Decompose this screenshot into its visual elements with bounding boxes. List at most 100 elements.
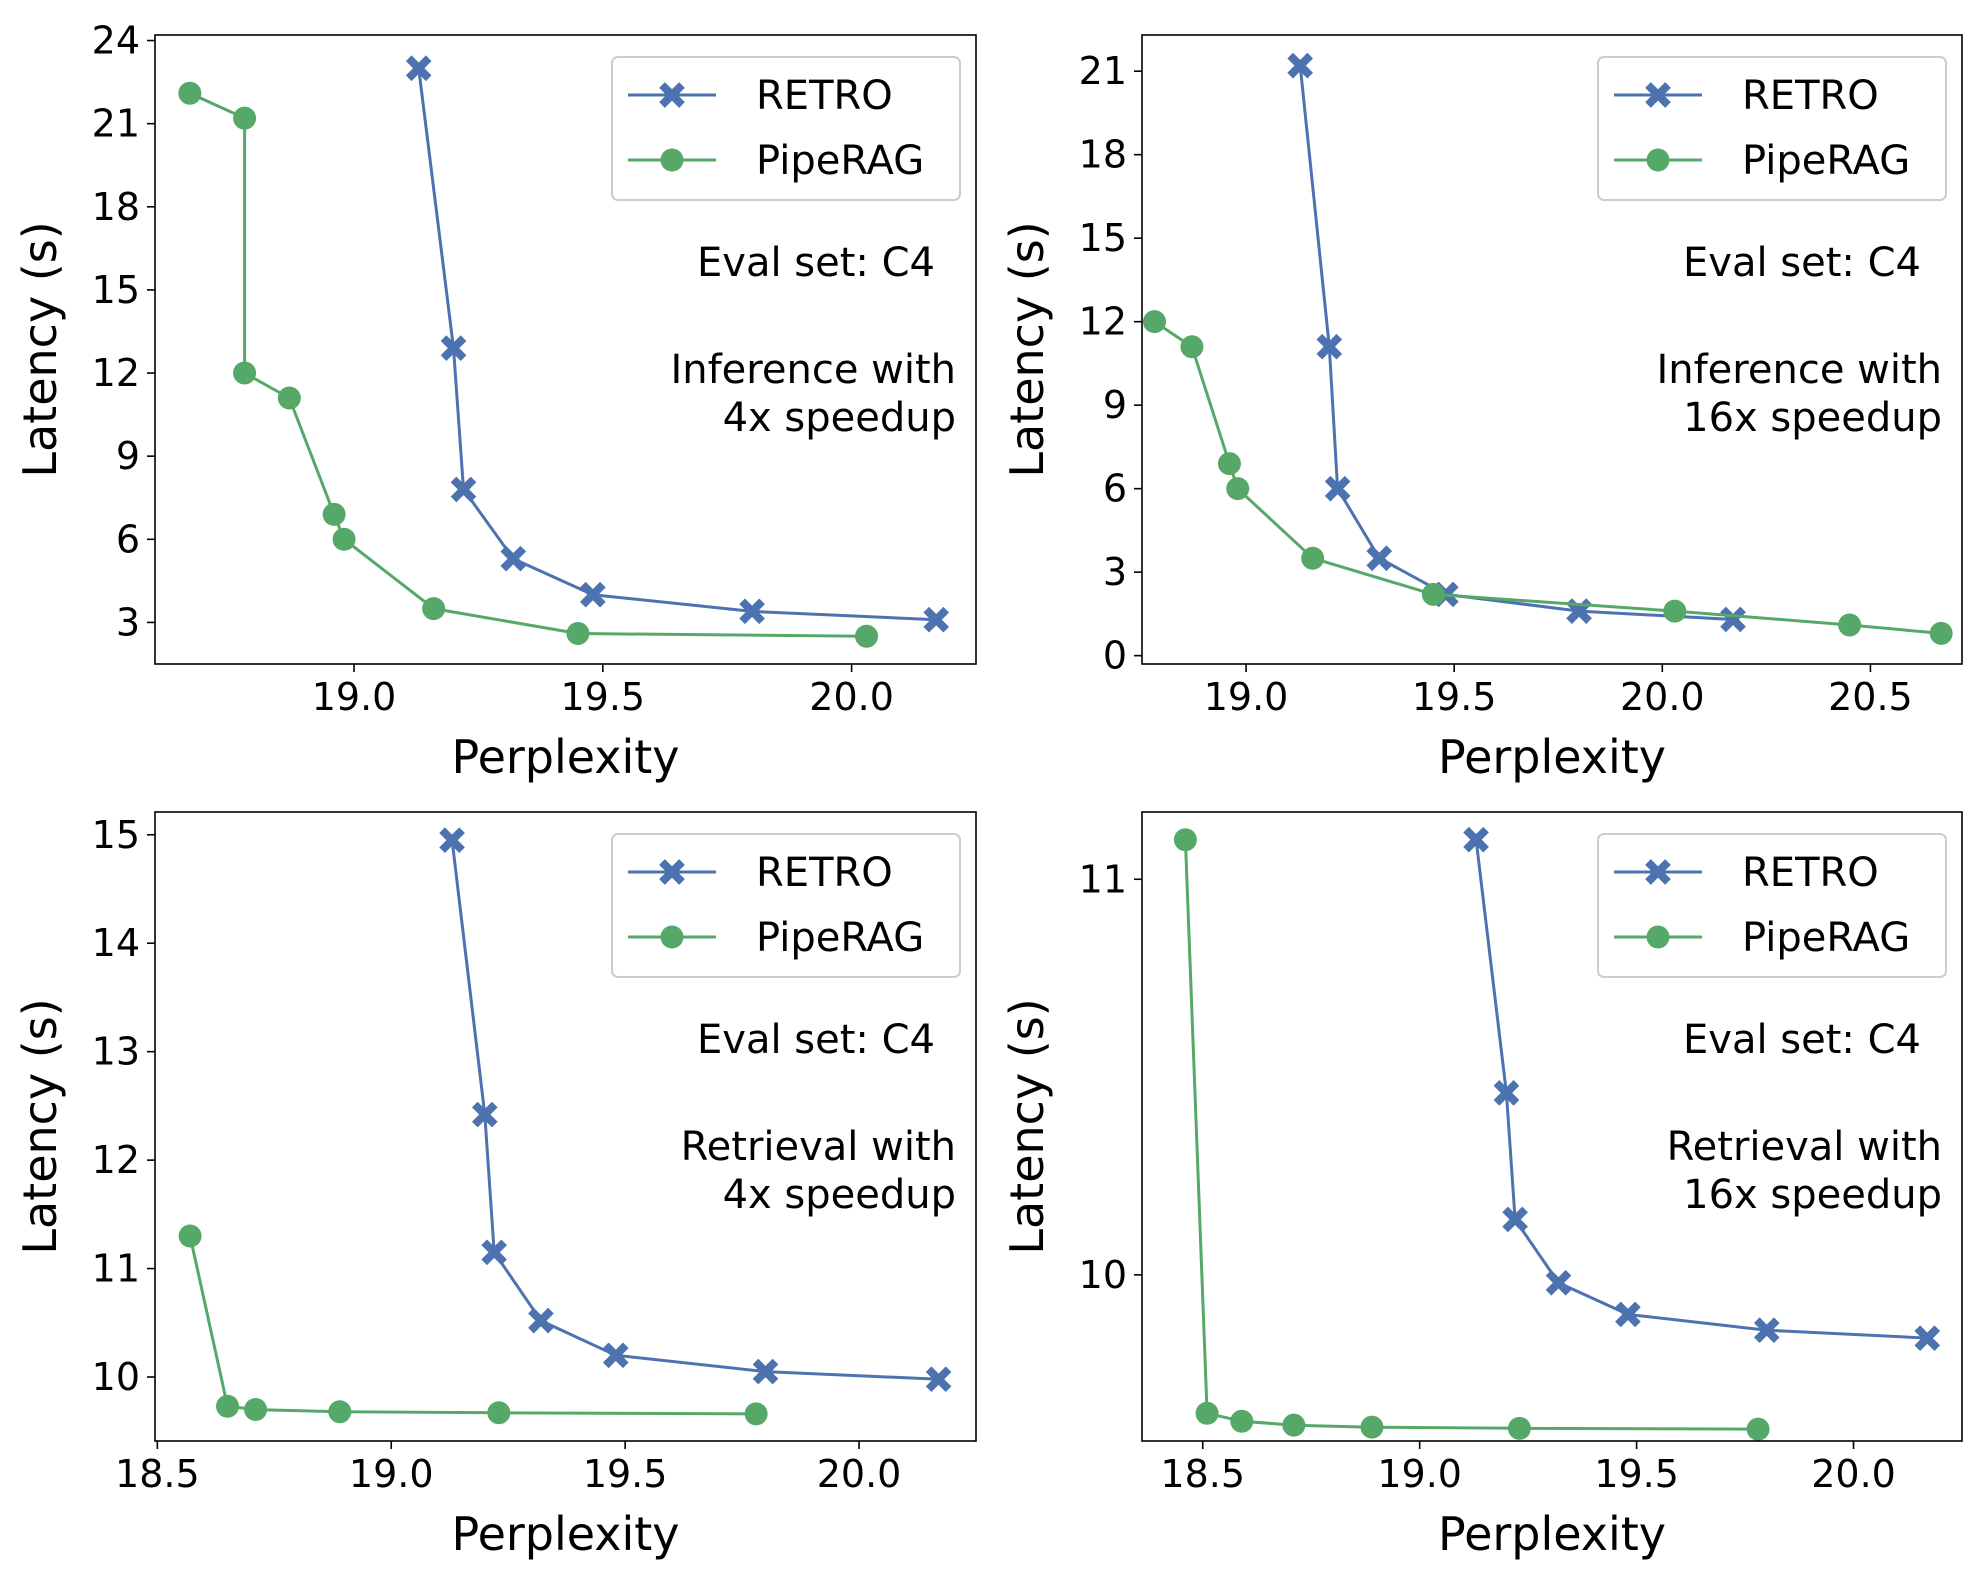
x-tick-label: 20.0 (809, 675, 894, 719)
legend-box (611, 833, 961, 978)
x-tick-label: 19.5 (583, 1452, 668, 1496)
data-point-retro (1366, 545, 1393, 572)
data-point-retro (580, 581, 606, 608)
legend-marker-piperag (1646, 148, 1670, 172)
x-tick-label: 20.0 (1811, 1452, 1896, 1496)
data-point-retro (1316, 333, 1343, 360)
annotation-line-1: Retrieval with (1667, 1124, 1942, 1170)
data-point-piperag (422, 597, 446, 621)
data-point-retro (1502, 1206, 1528, 1233)
annotation-eval-set: Eval set: C4 (1683, 1017, 1921, 1063)
data-point-piperag (1838, 613, 1862, 637)
legend-label-piperag: PipeRAG (1742, 915, 1910, 961)
y-tick-label: 24 (92, 19, 140, 63)
annotation-line-1: Inference with (670, 347, 956, 393)
data-point-retro (1615, 1301, 1641, 1328)
legend-label-retro: RETRO (1742, 73, 1879, 119)
legend-box (1597, 56, 1947, 201)
y-tick-label: 15 (1079, 216, 1127, 260)
data-point-piperag (1195, 1401, 1219, 1425)
y-tick-label: 14 (92, 921, 140, 965)
data-point-retro (471, 1101, 498, 1128)
data-point-piperag (233, 361, 257, 385)
legend-marker-retro (659, 859, 685, 885)
data-point-piperag (487, 1401, 511, 1425)
data-point-piperag (1282, 1413, 1306, 1437)
x-axis-label: Perplexity (1438, 1507, 1666, 1561)
y-axis-label: Latency (s) (1000, 998, 1054, 1254)
y-tick-label: 15 (92, 813, 140, 857)
y-tick-label: 6 (116, 517, 140, 561)
legend-label-retro: RETRO (756, 73, 893, 119)
x-tick-label: 19.0 (349, 1452, 434, 1496)
data-point-retro (1463, 826, 1489, 853)
data-point-piperag (1360, 1415, 1384, 1439)
y-tick-label: 18 (1079, 133, 1127, 177)
legend: RETRO PipeRAG (1597, 56, 1947, 201)
data-point-piperag (1226, 477, 1250, 501)
annotation-line-1: Inference with (1656, 347, 1942, 393)
data-point-piperag (855, 624, 879, 648)
data-point-piperag (1746, 1417, 1770, 1441)
data-point-piperag (1230, 1409, 1254, 1433)
data-point-retro (923, 606, 950, 633)
legend-label-retro: RETRO (1742, 850, 1879, 896)
legend: RETRO PipeRAG (611, 56, 961, 201)
y-tick-label: 10 (92, 1355, 140, 1399)
y-axis-label: Latency (s) (13, 221, 67, 477)
annotation-eval-set: Eval set: C4 (697, 240, 935, 286)
chart-panel-2: 19.0 19.5 20.0 20.5 0 3 6 9 12 15 18 21 Perplexity La… (1000, 34, 1963, 784)
y-tick-label: 12 (92, 1138, 140, 1182)
annotation-line-1: Retrieval with (681, 1124, 956, 1170)
data-point-piperag (744, 1402, 768, 1426)
y-tick-label: 18 (92, 185, 140, 229)
plot-area-frame (1141, 34, 1963, 665)
legend-marker-retro (659, 82, 685, 108)
annotation-eval-set: Eval set: C4 (697, 1017, 935, 1063)
legend-label-retro: RETRO (756, 850, 893, 896)
y-tick-label: 12 (92, 351, 140, 395)
legend-box (611, 56, 961, 201)
data-point-piperag (233, 106, 257, 130)
data-point-retro (739, 598, 765, 625)
data-point-piperag (1301, 546, 1325, 570)
chart-panel-3: 18.5 19.0 19.5 20.0 10 11 12 13 14 15 Perplexity La… (13, 811, 977, 1561)
y-tick-label: 10 (1079, 1253, 1127, 1297)
data-point-retro (602, 1342, 629, 1369)
x-tick-label: 19.5 (561, 675, 646, 719)
chart-panel-4: 18.5 19.0 19.5 20.0 10 11 Perplexity Latency (s… (1000, 811, 1963, 1561)
x-axis-label: Perplexity (451, 730, 679, 784)
data-point-retro (1914, 1325, 1941, 1351)
series-line-piperag (188, 1235, 757, 1416)
data-point-retro (440, 335, 467, 361)
x-axis-label: Perplexity (451, 1507, 679, 1561)
legend-label-piperag: PipeRAG (1742, 138, 1910, 184)
data-point-retro (1493, 1080, 1520, 1106)
legend: RETRO PipeRAG (611, 833, 961, 978)
legend-marker-piperag (1646, 925, 1670, 949)
data-point-retro (1287, 52, 1313, 79)
legend-marker-retro (1645, 82, 1671, 108)
y-tick-label: 13 (92, 1030, 140, 1074)
data-point-retro (405, 55, 432, 82)
data-point-piperag (1929, 621, 1953, 645)
data-point-retro (500, 545, 527, 572)
annotation-line-2: 16x speedup (1683, 395, 1942, 441)
x-axis-label: Perplexity (1438, 730, 1666, 784)
data-point-retro (450, 476, 477, 503)
y-tick-label: 0 (1103, 634, 1127, 678)
x-tick-label: 20.0 (817, 1452, 902, 1496)
data-point-retro (1720, 606, 1746, 633)
legend-marker-retro (1645, 859, 1671, 885)
y-tick-label: 9 (116, 434, 140, 478)
legend-label-piperag: PipeRAG (756, 915, 924, 961)
y-tick-label: 21 (1079, 49, 1127, 93)
chart-panel-1: 19.0 19.5 20.0 3 6 9 12 15 18 21 24 Perplexity Laten… (13, 19, 977, 784)
x-tick-label: 19.5 (1594, 1452, 1679, 1496)
data-point-piperag (244, 1398, 268, 1422)
data-point-piperag (332, 527, 356, 551)
legend-marker-piperag (660, 148, 684, 172)
data-point-piperag (322, 502, 346, 526)
x-tick-label: 19.0 (312, 675, 397, 719)
plot-area-frame (154, 34, 977, 665)
